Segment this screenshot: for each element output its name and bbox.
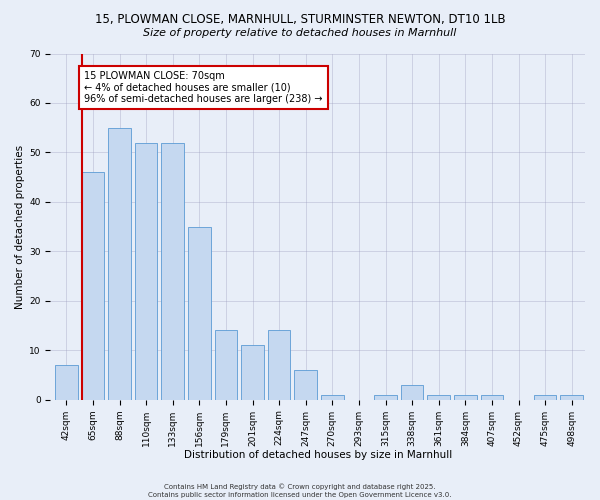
Bar [215, 330, 237, 400]
Y-axis label: Number of detached properties: Number of detached properties [15, 144, 25, 308]
Bar [241, 346, 264, 400]
Text: Contains HM Land Registry data © Crown copyright and database right 2025.
Contai: Contains HM Land Registry data © Crown c… [148, 484, 452, 498]
Bar [374, 395, 397, 400]
Bar [560, 395, 583, 400]
Bar [427, 395, 450, 400]
Text: Size of property relative to detached houses in Marnhull: Size of property relative to detached ho… [143, 28, 457, 38]
Bar [135, 142, 157, 400]
Bar [268, 330, 290, 400]
Bar [82, 172, 104, 400]
Bar [188, 226, 211, 400]
Bar [55, 365, 77, 400]
Text: 15, PLOWMAN CLOSE, MARNHULL, STURMINSTER NEWTON, DT10 1LB: 15, PLOWMAN CLOSE, MARNHULL, STURMINSTER… [95, 12, 505, 26]
Bar [321, 395, 344, 400]
Text: 15 PLOWMAN CLOSE: 70sqm
← 4% of detached houses are smaller (10)
96% of semi-det: 15 PLOWMAN CLOSE: 70sqm ← 4% of detached… [85, 71, 323, 104]
Bar [454, 395, 476, 400]
Bar [481, 395, 503, 400]
X-axis label: Distribution of detached houses by size in Marnhull: Distribution of detached houses by size … [184, 450, 452, 460]
Bar [534, 395, 556, 400]
Bar [161, 142, 184, 400]
Bar [401, 385, 424, 400]
Bar [108, 128, 131, 400]
Bar [295, 370, 317, 400]
